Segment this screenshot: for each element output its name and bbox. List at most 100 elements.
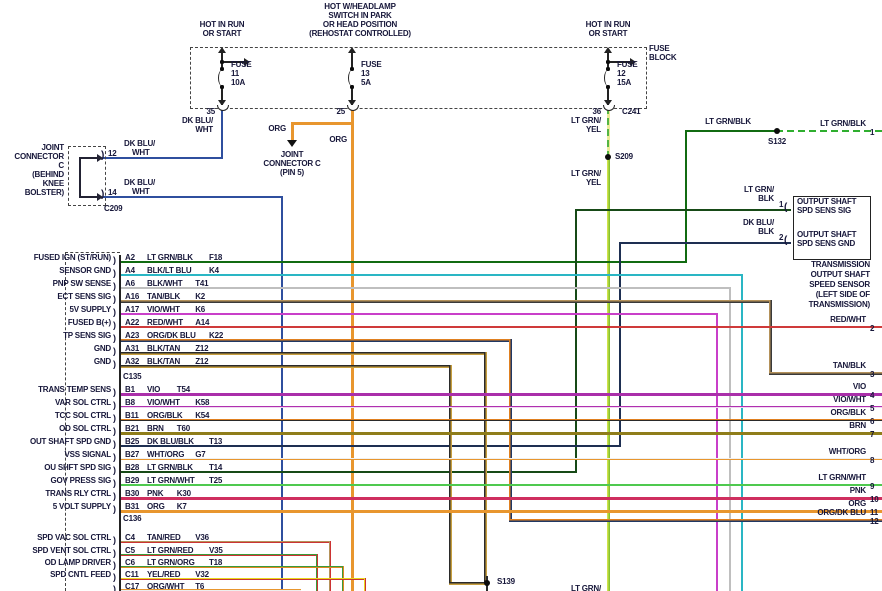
c209-wire-14b: WHT bbox=[132, 187, 150, 196]
pin-id-B1: B1 bbox=[125, 385, 135, 394]
wire-label-org-1: ORG bbox=[268, 124, 286, 133]
pcm-box-dashed-v bbox=[65, 252, 66, 591]
wire-a17-viowht bbox=[118, 312, 719, 316]
wire-a4-blkltblu bbox=[118, 273, 744, 277]
pcm-pin-bracket: ) bbox=[113, 535, 116, 545]
pin-id-A31: A31 bbox=[125, 344, 140, 353]
wire-color-B28: LT GRN/BLK bbox=[147, 463, 193, 472]
pcm-pin-bracket: ) bbox=[113, 294, 116, 304]
circuit-code-C4: V36 bbox=[195, 533, 209, 542]
hot-headlamp-3: OR HEAD POSITION bbox=[322, 20, 398, 29]
fuse-11-num: 11 bbox=[231, 69, 240, 78]
hot-in-run-left-2: OR START bbox=[202, 29, 242, 38]
wire-c209-bus bbox=[79, 157, 81, 198]
wire-b28-ltgrnblk-sensor-sig bbox=[575, 209, 791, 211]
sensor-wire-label: DK BLU/ bbox=[742, 218, 774, 227]
splice-label-s132: S132 bbox=[768, 137, 786, 146]
edge-wire-label-5: VIO/WHT bbox=[833, 395, 866, 404]
wire-color-B25: DK BLU/BLK bbox=[147, 437, 194, 446]
c209-pin14-bracket: ) bbox=[101, 189, 105, 200]
circuit-code-B31: K7 bbox=[176, 502, 187, 511]
pcm-pin-bracket: ) bbox=[113, 359, 116, 369]
wire-a2-ltgrnblk-net bbox=[684, 129, 688, 264]
joint-conn-c209-5: KNEE bbox=[42, 179, 65, 188]
wire-c209-pin14-dkbluwht bbox=[103, 196, 283, 198]
pcm-signal-label-A4: SENSOR GND bbox=[59, 266, 111, 275]
wire-c5-ltgrnred bbox=[118, 553, 319, 557]
edge-pin-3: 3 bbox=[870, 370, 875, 379]
fuse-element-icon bbox=[604, 70, 612, 86]
fuse-element-icon bbox=[218, 70, 226, 86]
wire-color-A17: VIO/WHT bbox=[147, 305, 180, 314]
pin-id-B25: B25 bbox=[125, 437, 140, 446]
wire-b28-ltgrnblk-sensor-sig bbox=[119, 471, 577, 473]
wire-b8-viowht bbox=[118, 405, 882, 409]
pin-id-C17: C17 bbox=[125, 582, 140, 591]
pcm-signal-label-C5: SPD VENT SOL CTRL bbox=[32, 546, 111, 555]
wire-a23-orgdkblu bbox=[508, 518, 882, 522]
joint-connector-c209-box bbox=[68, 146, 106, 206]
connector-pin-bump bbox=[217, 105, 229, 111]
circuit-code-B8: K58 bbox=[195, 398, 210, 407]
circuit-code-A17: K6 bbox=[195, 305, 206, 314]
wire-color-A16: TAN/BLK bbox=[147, 292, 181, 301]
pcm-box-dashed-h bbox=[65, 252, 120, 253]
arrowhead-icon bbox=[630, 58, 636, 66]
edge-pin-8: 8 bbox=[870, 456, 875, 465]
arrowhead-icon bbox=[97, 193, 103, 201]
pcm-signal-label-B28: OU SHFT SPD SIG bbox=[44, 463, 111, 472]
connector-label-C135: C135 bbox=[123, 372, 142, 381]
wire-color-A2: LT GRN/BLK bbox=[147, 253, 193, 262]
pcm-signal-label-B11: TCC SOL CTRL bbox=[54, 411, 111, 420]
wire-fuse11-sym-bot bbox=[221, 86, 223, 106]
wire-color-B30: PNK bbox=[147, 489, 164, 498]
wire-color-B21: BRN bbox=[147, 424, 164, 433]
sensor-caption-line: SPEED SENSOR bbox=[809, 280, 870, 289]
wire-label-dkbluwht-2: WHT bbox=[195, 125, 213, 134]
joint-conn-pin5-3: (PIN 5) bbox=[280, 168, 304, 177]
wire-fuse11-output-dkbluwht bbox=[221, 107, 223, 159]
edge-pin-6: 6 bbox=[870, 417, 875, 426]
wire-color-B11: ORG/BLK bbox=[147, 411, 183, 420]
arrowhead-icon bbox=[218, 47, 226, 53]
joint-conn-c209-6: BOLSTER) bbox=[24, 188, 64, 197]
pcm-signal-label-A31: GND bbox=[93, 344, 111, 353]
sensor-pin-2: 2 bbox=[779, 233, 784, 242]
wire-c11-yelred bbox=[118, 577, 367, 581]
pcm-signal-label-B27: VSS SIGNAL bbox=[64, 450, 112, 459]
fuse-block-box bbox=[190, 47, 647, 109]
wire-color-A31: BLK/TAN bbox=[147, 344, 181, 353]
wire-color-A6: BLK/WHT bbox=[147, 279, 183, 288]
wire-color-B1: VIO bbox=[147, 385, 161, 394]
sensor-pin-bracket: ( bbox=[784, 235, 788, 246]
pin-id-B27: B27 bbox=[125, 450, 140, 459]
wire-fuse12-branch bbox=[607, 61, 631, 63]
sensor-wire-label: BLK bbox=[758, 227, 774, 236]
wire-a16-tanblk bbox=[768, 299, 772, 375]
pin-id-B30: B30 bbox=[125, 489, 140, 498]
edge-wire-label-8: WHT/ORG bbox=[828, 447, 866, 456]
pin-id-A2: A2 bbox=[125, 253, 135, 262]
wire-color-B27: WHT/ORG bbox=[147, 450, 185, 459]
connector-label-c241: C241 bbox=[622, 107, 641, 116]
joint-conn-c209-1: JOINT bbox=[41, 143, 64, 152]
pin-id-C4: C4 bbox=[125, 533, 135, 542]
sensor-wire-label: BLK bbox=[758, 194, 774, 203]
wire-b31-org bbox=[118, 509, 882, 513]
fuse-block-label-2: BLOCK bbox=[649, 53, 677, 62]
circuit-code-A31: Z12 bbox=[195, 344, 209, 353]
wire-label-org-2: ORG bbox=[329, 135, 347, 144]
wire-fuse13-sym-top bbox=[351, 51, 353, 70]
edge-pin-11: 11 bbox=[870, 508, 879, 517]
edge-wire-label-7: BRN bbox=[849, 421, 866, 430]
wire-pcm-bracket-line bbox=[119, 255, 121, 591]
joint-conn-c209-2: CONNECTOR bbox=[14, 152, 64, 161]
pcm-pin-bracket: ) bbox=[113, 491, 116, 501]
edge-pin-10: 10 bbox=[870, 495, 879, 504]
joint-conn-pin5-2: CONNECTOR C bbox=[263, 159, 321, 168]
pcm-pin-bracket: ) bbox=[113, 572, 116, 582]
pcm-pin-bracket: ) bbox=[113, 413, 116, 423]
c209-wire-14a: DK BLU/ bbox=[124, 178, 156, 187]
circuit-code-B30: K30 bbox=[176, 489, 191, 498]
wire-color-B8: VIO/WHT bbox=[147, 398, 180, 407]
